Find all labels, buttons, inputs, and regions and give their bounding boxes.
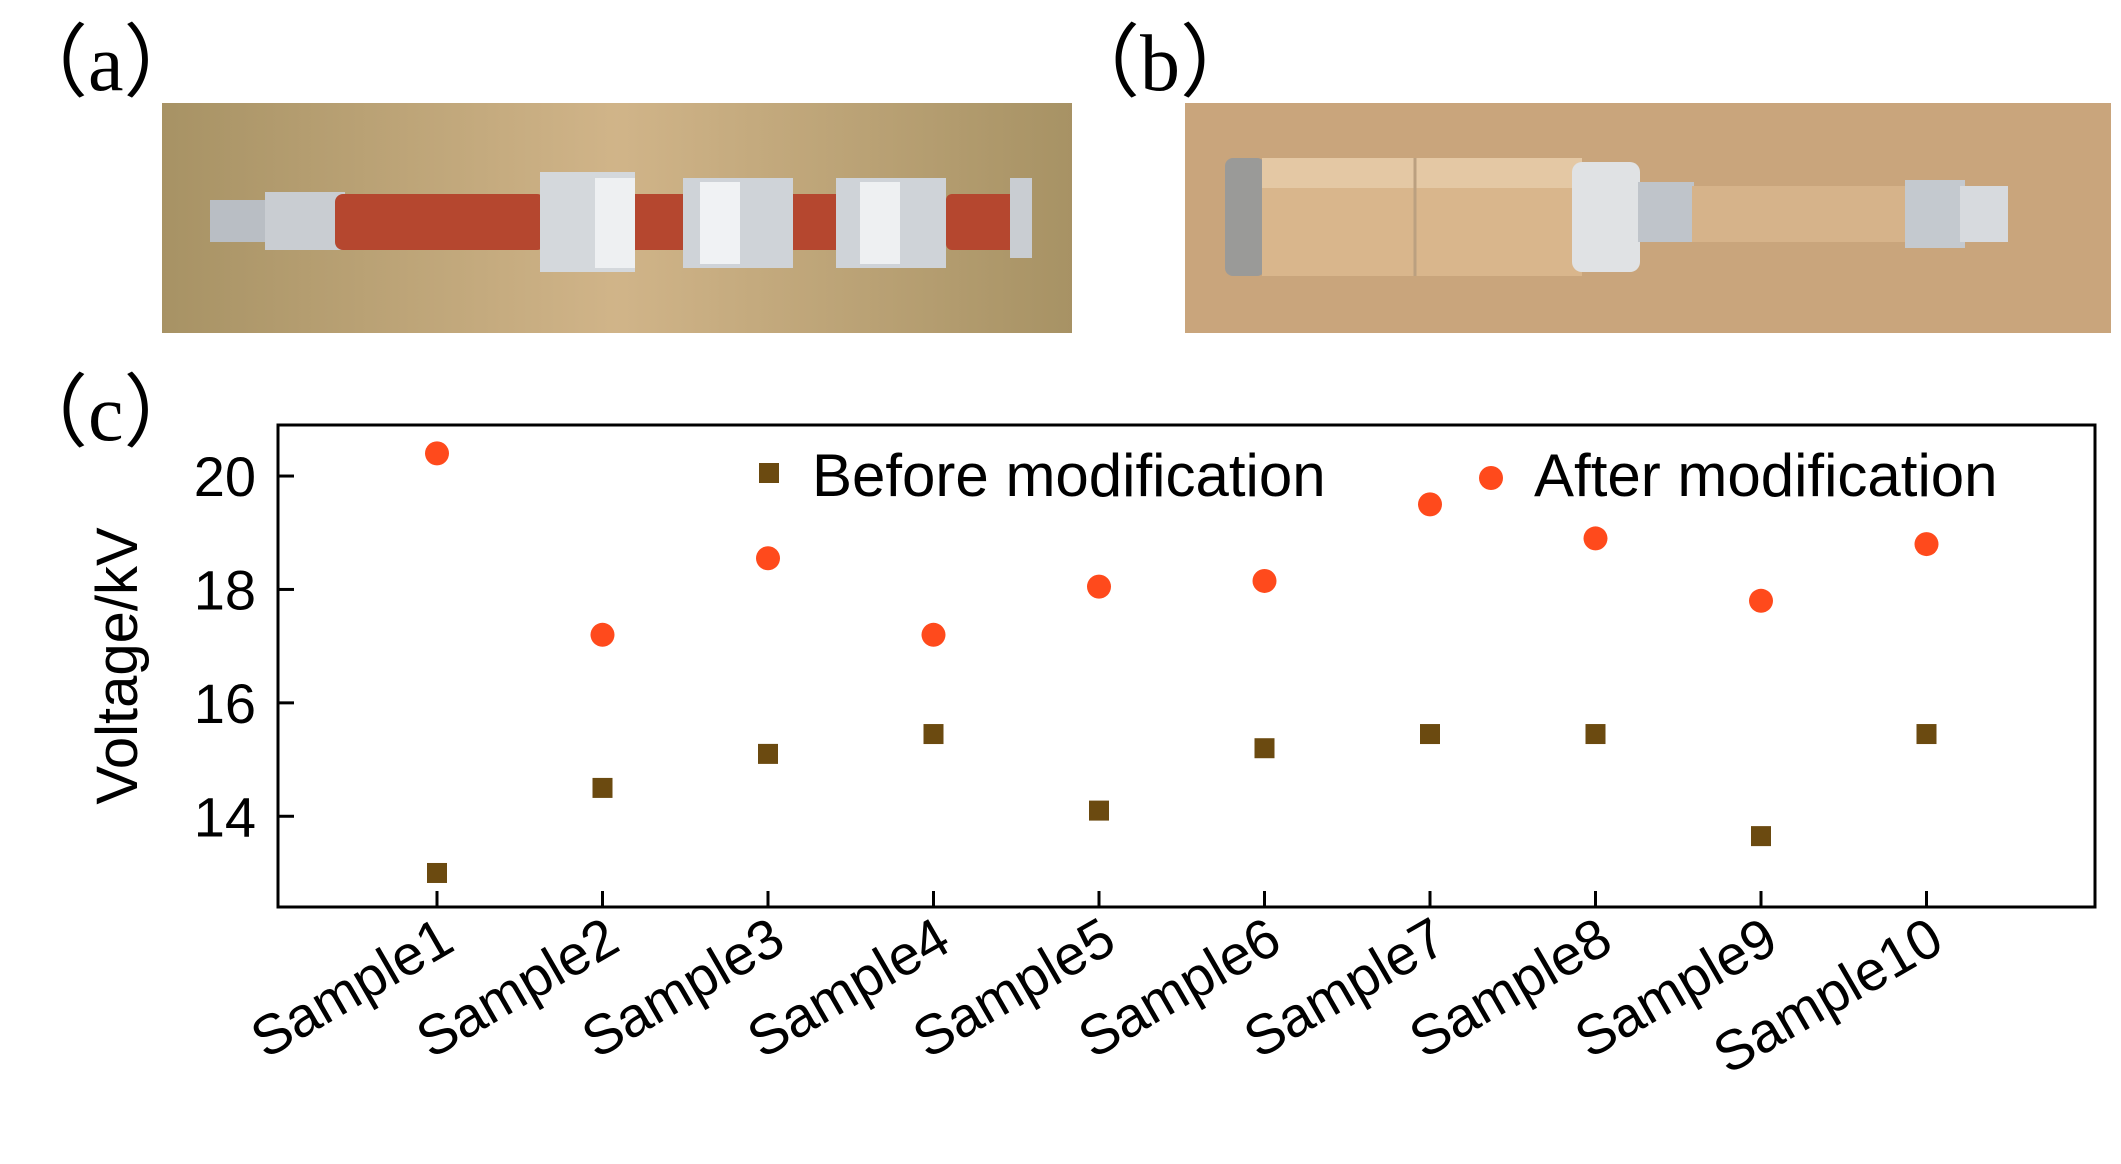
x-axis: Sample1Sample2Sample3Sample4Sample5Sampl…: [240, 891, 1953, 1085]
point-after-7: [1418, 492, 1442, 517]
legend-marker-after: [1479, 466, 1503, 490]
panel-label-b: （b）: [1060, 20, 1260, 108]
point-before-10: [1916, 724, 1937, 745]
point-before-1: [427, 862, 447, 883]
y-tick-label-20: 20: [194, 445, 256, 508]
photo-a: [162, 103, 1072, 333]
y-axis: 14 16 18 20: [194, 445, 294, 848]
panel-label-c: （c）: [8, 370, 204, 458]
legend: Before modification After modification: [759, 442, 1998, 509]
y-tick-label-18: 18: [194, 558, 256, 621]
legend-label-before: Before modification: [812, 442, 1326, 509]
point-after-4: [921, 622, 946, 647]
y-axis-title: Voltage/kV: [85, 527, 150, 805]
point-after-1: [425, 441, 449, 466]
point-before-2: [592, 777, 613, 798]
point-before-8: [1585, 724, 1606, 745]
point-before-5: [1089, 800, 1109, 821]
photo-b-threaded-cap: [1225, 158, 1265, 276]
point-before-7: [1420, 724, 1440, 745]
y-tick-label-16: 16: [194, 672, 256, 735]
point-after-6: [1252, 568, 1277, 593]
panel-label-a: （a）: [8, 20, 204, 108]
point-after-2: [590, 622, 615, 647]
point-after-3: [756, 546, 780, 571]
legend-marker-before: [759, 463, 779, 483]
point-after-5: [1087, 574, 1111, 599]
point-before-9: [1751, 826, 1771, 847]
photo-a-red-rod: [335, 194, 545, 250]
point-before-3: [758, 743, 778, 764]
chart-c: 14 16 18 20 Sample1Sample2Sample3Sample4Sam…: [85, 423, 2097, 1085]
data-marks: [425, 441, 1939, 883]
point-before-6: [1254, 738, 1275, 759]
plot-frame: [276, 423, 2097, 909]
photo-a-end-left: [210, 200, 270, 242]
legend-label-after: After modification: [1534, 442, 1998, 509]
y-tick-label-14: 14: [194, 785, 256, 848]
photo-b: [1185, 103, 2111, 333]
point-after-8: [1583, 526, 1608, 551]
point-after-9: [1749, 588, 1773, 613]
point-after-10: [1914, 532, 1939, 557]
point-before-4: [923, 724, 944, 745]
